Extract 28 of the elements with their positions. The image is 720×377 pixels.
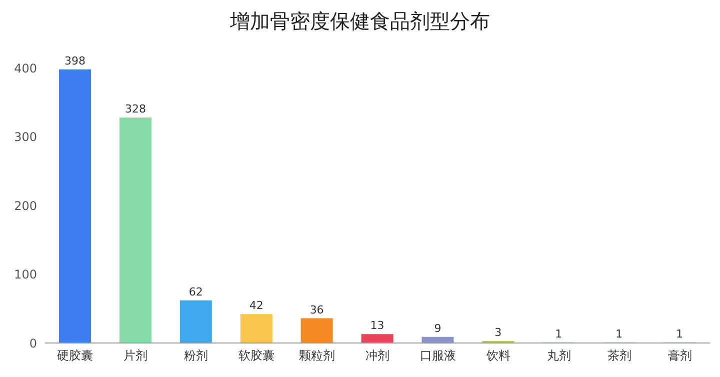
x-tick-label: 片剂: [124, 348, 148, 363]
x-tick-label: 冲剂: [366, 348, 390, 363]
data-label: 398: [64, 54, 86, 68]
y-tick-label: 200: [14, 198, 37, 213]
x-tick-label: 粉剂: [184, 348, 208, 363]
x-tick-label: 颗粒剂: [299, 348, 336, 363]
data-label: 36: [310, 303, 324, 316]
data-label: 62: [188, 285, 203, 298]
data-label: 1: [555, 327, 562, 340]
y-tick-label: 300: [14, 130, 37, 144]
y-tick-label: 0: [29, 336, 37, 350]
chart-title: 增加骨密度保健食品剂型分布: [229, 8, 491, 35]
data-label: 9: [434, 322, 442, 335]
x-tick-label: 膏剂: [668, 348, 692, 363]
data-label: 3: [494, 326, 502, 339]
x-tick-label: 茶剂: [607, 348, 632, 363]
x-tick-label: 口服液: [420, 348, 456, 363]
x-tick-label: 丸剂: [546, 348, 571, 363]
data-label: 328: [124, 102, 146, 116]
data-label: 1: [616, 327, 623, 340]
data-label: 13: [370, 319, 384, 332]
x-tick-label: 饮料: [485, 348, 510, 363]
x-tick-label: 软胶囊: [238, 348, 275, 363]
data-label: 42: [249, 299, 264, 312]
y-tick-label: 400: [14, 61, 37, 76]
data-label: 1: [676, 327, 684, 340]
y-tick-label: 100: [14, 268, 37, 282]
x-tick-label: 硬胶囊: [57, 348, 94, 363]
